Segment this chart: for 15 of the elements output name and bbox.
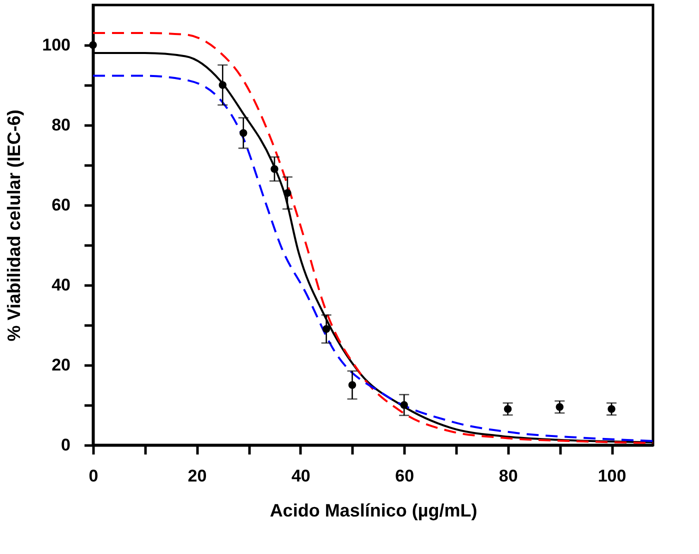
x-tick-label: 60 [395,466,414,486]
point [89,41,97,49]
x-tick-label: 0 [88,466,98,486]
x-tick-label: 40 [291,466,310,486]
y-tick-label: 100 [42,36,70,54]
y-tick-label: 40 [52,276,70,294]
x-tick-label: 80 [498,466,518,486]
x-axis-title: Acido Maslínico (µg/mL) [270,500,478,520]
y-tick-label: 80 [52,116,70,134]
y-axis-title: % Viabilidad celular (IEC-6) [4,110,24,342]
y-tick-label: 60 [52,196,70,214]
y-tick-label: 20 [52,356,70,374]
x-tick-label: 100 [598,466,626,486]
y-tick-label: 0 [61,436,70,454]
x-tick-label: 20 [188,466,207,486]
